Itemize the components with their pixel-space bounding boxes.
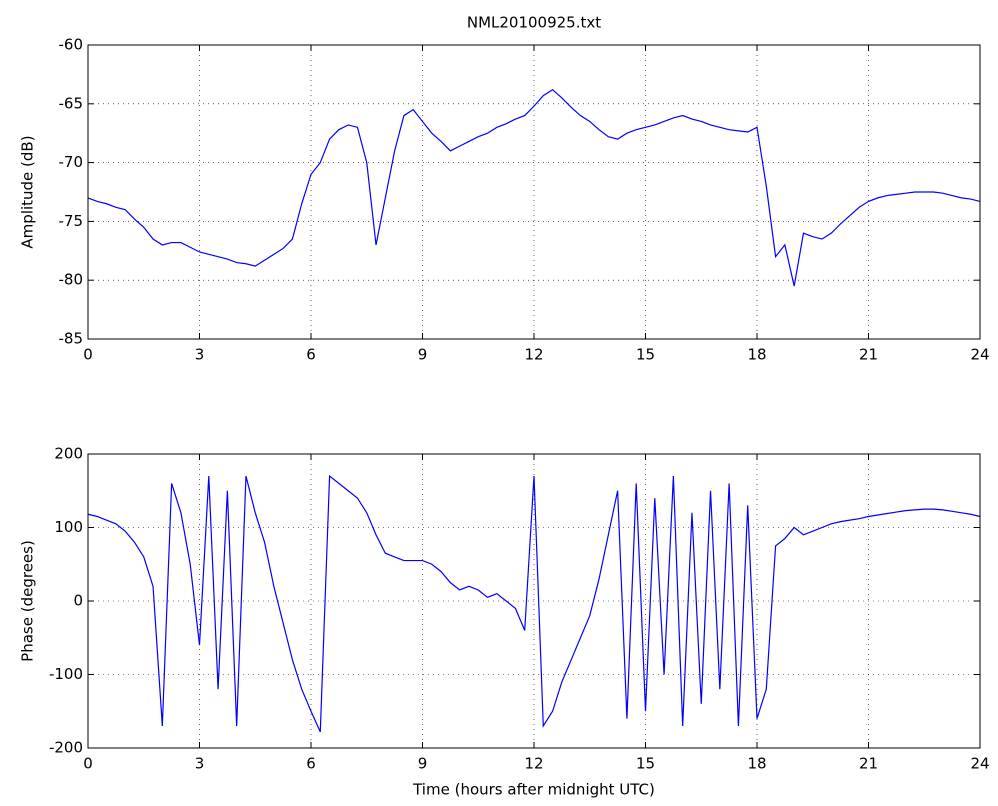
x-tick-label: 15 xyxy=(636,755,655,773)
x-tick-label: 24 xyxy=(970,346,989,364)
y-tick-label: -85 xyxy=(59,330,84,348)
x-tick-label: 12 xyxy=(524,346,543,364)
axes-frame xyxy=(87,453,981,749)
x-tick-label: 0 xyxy=(83,755,93,773)
y-tick-label: -80 xyxy=(59,271,84,289)
x-tick-label: 0 xyxy=(83,346,93,364)
x-tick-label: 21 xyxy=(859,346,878,364)
y-tick-label: -200 xyxy=(49,739,83,757)
x-tick-label: 9 xyxy=(418,346,428,364)
x-tick-label: 6 xyxy=(306,755,316,773)
x-axis-label: Time (hours after midnight UTC) xyxy=(412,781,655,799)
series-line xyxy=(87,474,981,733)
x-tick-label: 15 xyxy=(636,346,655,364)
y-tick-label: 200 xyxy=(54,445,83,463)
x-tick-label: 18 xyxy=(747,755,766,773)
y-tick-label: 0 xyxy=(73,592,83,610)
y-tick-label: -75 xyxy=(59,212,84,230)
chart-title: NML20100925.txt xyxy=(467,14,601,32)
y-tick-label: 100 xyxy=(54,518,83,536)
y-axis-label: Phase (degrees) xyxy=(19,540,37,662)
series-line xyxy=(87,88,981,287)
x-tick-label: 12 xyxy=(524,755,543,773)
x-tick-label: 3 xyxy=(195,346,205,364)
y-tick-label: -60 xyxy=(59,36,84,54)
x-tick-label: 21 xyxy=(859,755,878,773)
axes-background xyxy=(88,45,980,339)
y-axis-label: Amplitude (dB) xyxy=(19,135,37,248)
axes-frame xyxy=(87,44,981,340)
x-tick-label: 18 xyxy=(747,346,766,364)
x-tick-label: 9 xyxy=(418,755,428,773)
y-tick-label: -65 xyxy=(59,94,84,112)
x-tick-label: 6 xyxy=(306,346,316,364)
y-tick-label: -100 xyxy=(49,665,83,683)
x-tick-label: 3 xyxy=(195,755,205,773)
x-tick-label: 24 xyxy=(970,755,989,773)
y-tick-label: -70 xyxy=(59,153,84,171)
